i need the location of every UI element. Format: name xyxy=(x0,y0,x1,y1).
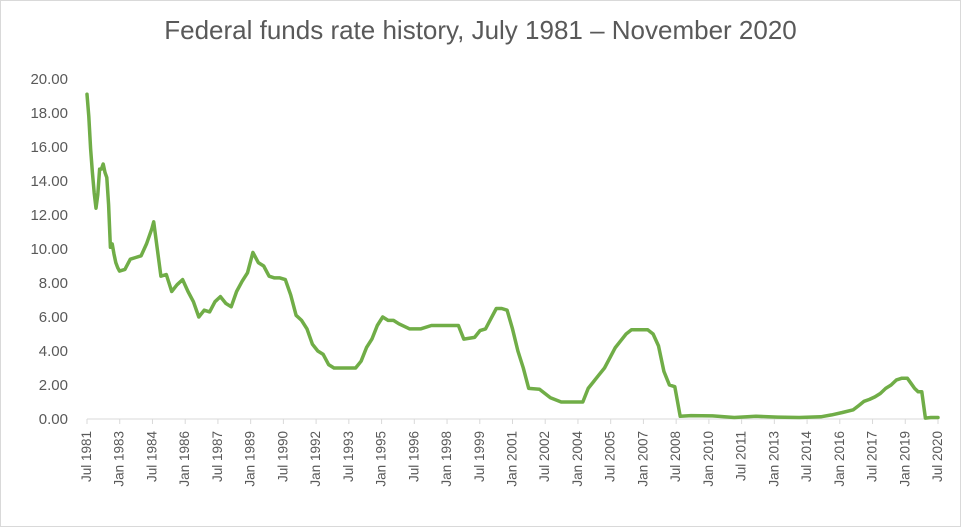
y-axis: 0.00 2.00 4.00 6.00 8.00 10.00 12.00 14.00 16.00… xyxy=(30,71,68,428)
y-tick-label: 14.00 xyxy=(30,173,68,190)
x-tick-label: Jan 2007 xyxy=(635,431,650,487)
x-tick-label: Jan 1995 xyxy=(374,431,389,487)
y-tick-label: 4.00 xyxy=(39,343,68,360)
x-tick-label: Jul 1984 xyxy=(144,431,159,483)
x-tick-label: Jul 2008 xyxy=(668,431,683,482)
x-axis: Jul 1981 Jan 1983 Jul 1984 Jan 1986 Jul 1987… xyxy=(79,418,945,487)
y-tick-label: 10.00 xyxy=(30,241,68,258)
x-tick-label: Jan 2019 xyxy=(897,431,912,487)
y-tick-label: 20.00 xyxy=(30,71,68,88)
x-tick-label: Jul 2017 xyxy=(865,431,880,482)
x-tick-label: Jan 2013 xyxy=(766,431,781,487)
x-tick-label: Jan 1992 xyxy=(308,431,323,487)
x-tick-label: Jan 2016 xyxy=(832,431,847,487)
x-tick-label: Jul 2002 xyxy=(537,431,552,482)
y-tick-label: 2.00 xyxy=(39,377,68,394)
x-tick-label: Jan 1998 xyxy=(439,431,454,487)
x-tick-label: Jul 2011 xyxy=(734,431,749,481)
x-tick-label: Jul 2005 xyxy=(603,431,618,482)
x-tick-label: Jan 2001 xyxy=(505,431,520,487)
x-tick-label: Jul 1981 xyxy=(79,431,94,482)
x-tick-label: Jan 1989 xyxy=(243,431,258,487)
x-tick-label: Jan 1983 xyxy=(112,431,127,487)
x-tick-label: Jul 1987 xyxy=(210,431,225,482)
x-tick-label: Jul 2014 xyxy=(799,431,814,483)
y-tick-label: 16.00 xyxy=(30,139,68,156)
y-tick-label: 18.00 xyxy=(30,105,68,122)
series-line xyxy=(85,92,940,420)
x-tick-label: Jul 1999 xyxy=(472,431,487,482)
y-tick-label: 8.00 xyxy=(39,275,68,292)
plot-area xyxy=(85,92,940,420)
x-tick-label: Jul 1996 xyxy=(406,431,421,482)
y-tick-label: 6.00 xyxy=(39,309,68,326)
chart-title: Federal funds rate history, July 1981 – … xyxy=(164,15,797,45)
y-tick-label: 0.00 xyxy=(39,411,68,428)
y-tick-label: 12.00 xyxy=(30,207,68,224)
x-tick-label: Jan 2010 xyxy=(701,431,716,487)
x-tick-label: Jul 1993 xyxy=(341,431,356,482)
x-tick-label: Jan 2004 xyxy=(570,431,585,487)
x-tick-label: Jan 1986 xyxy=(177,431,192,487)
x-tick-label: Jul 1990 xyxy=(275,431,290,482)
x-tick-label: Jul 2020 xyxy=(930,431,945,482)
